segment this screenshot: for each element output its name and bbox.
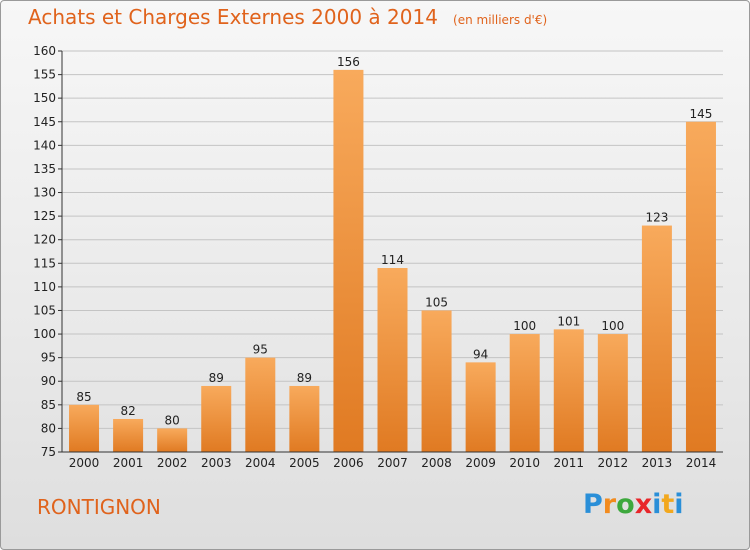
y-tick-label: 150 bbox=[33, 91, 56, 105]
bar-2011 bbox=[553, 329, 584, 452]
x-tick-label: 2010 bbox=[509, 456, 540, 470]
y-tick-label: 115 bbox=[33, 256, 56, 270]
bar-2003 bbox=[201, 385, 232, 452]
x-axis: 2000 2001 2002 2003 2004 2005 2006 2007 2008 2009… bbox=[62, 451, 723, 470]
value-label: 114 bbox=[381, 253, 404, 267]
y-tick-label: 155 bbox=[33, 68, 56, 82]
x-tick-label: 2012 bbox=[598, 456, 629, 470]
value-label: 123 bbox=[645, 211, 668, 225]
y-axis: 75 80 85 90 95 100 105 110 115 120 125 130 135 140 145… bbox=[33, 44, 63, 459]
x-tick-label: 2013 bbox=[642, 456, 673, 470]
bar-2004 bbox=[245, 357, 276, 452]
bars: 85 82 80 89 95 89 156 114 105 94 100 101 100 123 145 bbox=[69, 55, 716, 452]
x-tick-label: 2007 bbox=[377, 456, 408, 470]
value-label: 89 bbox=[209, 371, 224, 385]
value-label: 156 bbox=[337, 55, 360, 69]
y-tick-label: 110 bbox=[33, 280, 56, 294]
x-tick-label: 2011 bbox=[553, 456, 584, 470]
logo-letter: P bbox=[583, 489, 603, 520]
value-label: 145 bbox=[690, 107, 713, 121]
x-tick-label: 2001 bbox=[113, 456, 144, 470]
commune-name: RONTIGNON bbox=[37, 495, 161, 519]
y-tick-label: 130 bbox=[33, 186, 56, 200]
value-label: 95 bbox=[253, 343, 268, 357]
y-tick-label: 80 bbox=[41, 421, 56, 435]
chart-subtitle: (en milliers d'€) bbox=[453, 13, 548, 27]
value-label: 100 bbox=[513, 319, 536, 333]
x-tick-label: 2008 bbox=[421, 456, 452, 470]
logo-letter: o bbox=[616, 489, 635, 520]
x-tick-label: 2004 bbox=[245, 456, 276, 470]
bar-2001 bbox=[113, 418, 144, 452]
y-tick-label: 85 bbox=[41, 398, 56, 412]
bar-2008 bbox=[421, 310, 452, 452]
value-label: 94 bbox=[473, 347, 488, 361]
y-tick-label: 95 bbox=[41, 351, 56, 365]
y-tick-label: 90 bbox=[41, 374, 56, 388]
bar-2010 bbox=[509, 334, 540, 452]
value-label: 100 bbox=[601, 319, 624, 333]
y-tick-label: 135 bbox=[33, 162, 56, 176]
x-tick-label: 2002 bbox=[157, 456, 188, 470]
x-tick-label: 2014 bbox=[686, 456, 717, 470]
x-tick-label: 2009 bbox=[465, 456, 496, 470]
title-row: Achats et Charges Externes 2000 à 2014 (… bbox=[28, 5, 547, 29]
x-tick-label: 2000 bbox=[69, 456, 100, 470]
logo-letter: i bbox=[674, 489, 684, 520]
value-label: 101 bbox=[557, 314, 580, 328]
bar-2014 bbox=[685, 121, 716, 452]
bar-2005 bbox=[289, 385, 320, 452]
logo-letter: i bbox=[652, 489, 662, 520]
value-label: 85 bbox=[76, 390, 91, 404]
y-tick-label: 160 bbox=[33, 44, 56, 58]
bar-2000 bbox=[69, 404, 100, 452]
y-tick-label: 140 bbox=[33, 138, 56, 152]
bar-2007 bbox=[377, 268, 408, 452]
y-tick-label: 75 bbox=[41, 445, 56, 459]
bar-2006 bbox=[333, 69, 364, 452]
x-tick-label: 2005 bbox=[289, 456, 320, 470]
x-tick-label: 2006 bbox=[333, 456, 364, 470]
bar-2002 bbox=[157, 428, 188, 452]
y-tick-label: 125 bbox=[33, 209, 56, 223]
chart-title: Achats et Charges Externes 2000 à 2014 bbox=[28, 5, 438, 29]
y-tick-label: 145 bbox=[33, 115, 56, 129]
value-label: 82 bbox=[120, 404, 135, 418]
value-label: 89 bbox=[297, 371, 312, 385]
x-tick-label: 2003 bbox=[201, 456, 232, 470]
bar-2013 bbox=[641, 225, 672, 452]
logo-letter: t bbox=[661, 489, 675, 520]
bar-2012 bbox=[597, 334, 628, 452]
logo-letter: r bbox=[602, 489, 617, 520]
logo-letter: x bbox=[634, 489, 653, 520]
bar-2009 bbox=[465, 362, 496, 452]
y-tick-label: 120 bbox=[33, 233, 56, 247]
y-tick-label: 105 bbox=[33, 303, 56, 317]
value-label: 80 bbox=[165, 413, 180, 427]
proxiti-logo[interactable]: Proxiti bbox=[583, 489, 684, 520]
value-label: 105 bbox=[425, 295, 448, 309]
y-tick-label: 100 bbox=[33, 327, 56, 341]
